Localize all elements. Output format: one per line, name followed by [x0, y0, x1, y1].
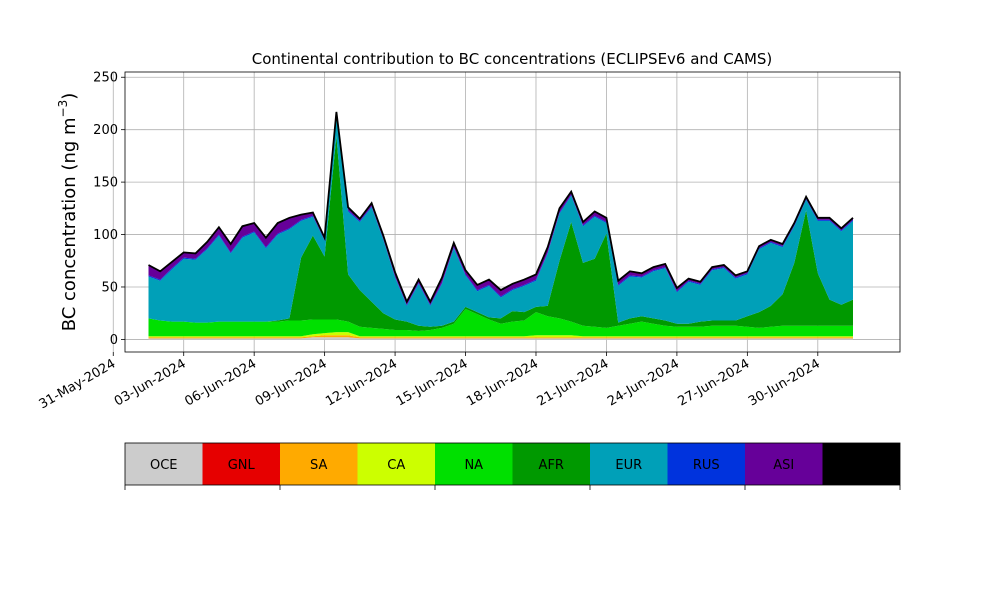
chart-title: Continental contribution to BC concentra…	[252, 50, 773, 68]
y-axis-label: BC concentration (ng m−3)	[56, 93, 80, 332]
legend-swatch-sa	[280, 443, 358, 485]
y-tick-label: 100	[93, 228, 118, 243]
legend-swatch-asi	[745, 443, 823, 485]
legend-colorbar: OCE GNL SA CA NA AFR EUR RUS ASI AUS	[124, 442, 901, 490]
legend-label-ca: CA	[387, 458, 405, 473]
legend-label-eur: EUR	[615, 458, 642, 473]
legend-swatch-gnl	[202, 443, 280, 485]
y-axis-label-close: )	[59, 93, 80, 100]
legend-swatch-ca	[357, 443, 435, 485]
y-tick-label: 250	[93, 71, 118, 86]
area-sa	[148, 335, 853, 339]
legend-frame	[124, 442, 901, 486]
y-tick-label: 50	[101, 280, 118, 295]
legend-label-rus: RUS	[693, 458, 720, 473]
legend-label-oce: OCE	[150, 458, 178, 473]
area-afr	[148, 136, 853, 331]
area-oce	[148, 337, 853, 340]
legend-label-asi: ASI	[773, 458, 794, 473]
y-axis-label-unit-exponent: −3	[56, 100, 70, 118]
legend-swatch-rus	[667, 443, 745, 485]
area-eur	[148, 115, 853, 327]
legend-swatch-aus	[822, 443, 900, 485]
legend-label-na: NA	[464, 458, 483, 473]
plot-area: 05010015020025031-May-202403-Jun-202406-…	[37, 71, 901, 412]
legend-swatch-na	[435, 443, 513, 485]
legend-swatch-oce	[125, 443, 203, 485]
plot-frame	[124, 71, 901, 353]
y-tick-label: 150	[93, 176, 118, 191]
y-tick-label: 200	[93, 123, 118, 138]
legend-label-afr: AFR	[539, 458, 564, 473]
area-na	[148, 309, 853, 337]
y-axis-label-main: BC concentration (ng m	[59, 117, 80, 331]
total-line	[148, 111, 854, 304]
legend-swatch-afr	[512, 443, 590, 485]
legend-label-aus: AUS	[848, 458, 875, 473]
legend-label-sa: SA	[310, 458, 327, 473]
y-tick-label: 0	[110, 333, 118, 348]
legend-label-gnl: GNL	[228, 458, 256, 473]
area-ca	[148, 332, 853, 338]
legend-swatch-eur	[590, 443, 668, 485]
